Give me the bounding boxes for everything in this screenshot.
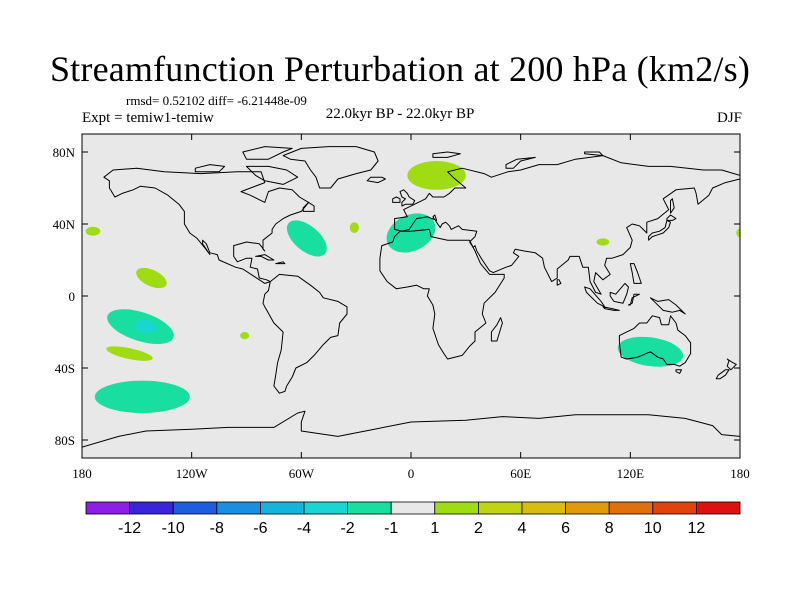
- colorbar-label: 4: [518, 520, 527, 537]
- y-tick-label: 40S: [55, 361, 75, 376]
- y-tick-label: 80S: [55, 433, 75, 448]
- coast-uk: [399, 189, 416, 207]
- coast-ireland: [392, 196, 401, 203]
- colorbar-label: 8: [605, 520, 614, 537]
- anomaly-central-pacific-positive: [136, 267, 167, 289]
- x-tick-label: 120E: [617, 466, 645, 481]
- anomaly-dateline-positive: [736, 228, 740, 238]
- coast-sri-lanka: [556, 279, 562, 286]
- y-tick-label: 80N: [53, 145, 76, 160]
- anomaly-west-pacific-positive: [85, 226, 101, 236]
- colorbar-swatch: [696, 501, 741, 515]
- coast-tasmania: [675, 369, 682, 374]
- coast-australia: [618, 315, 692, 367]
- coast-borneo: [609, 282, 629, 304]
- axis-ticks: 180 120W 60W 0 60E 120E 180 80N 40N 0 40S 80S: [53, 134, 750, 481]
- colorbar-swatch: [129, 501, 174, 515]
- colorbar-swatch: [172, 501, 218, 515]
- x-tick-label: 180: [72, 466, 92, 481]
- colorbar-label: -6: [253, 520, 267, 537]
- coast-ellesmere: [242, 146, 293, 160]
- coast-japan: [648, 219, 671, 241]
- anomaly-southern-ocean-negative: [94, 380, 190, 413]
- coast-antarctica: [82, 410, 740, 448]
- coast-novaya-zemlya: [505, 156, 536, 169]
- colorbar: -12 -10 -8 -6 -4 -2 -1 1 2 4 6 8 10 12: [85, 501, 741, 537]
- colorbar-label: -8: [210, 520, 224, 537]
- coast-baffin: [246, 165, 299, 185]
- colorbar-label: 1: [430, 520, 439, 537]
- colorbar-swatch: [347, 501, 392, 515]
- colorbar-swatch: [390, 501, 436, 515]
- colorbar-label: -1: [384, 520, 398, 537]
- x-tick-label: 120W: [176, 466, 209, 481]
- anomaly-scandinavia-positive: [407, 161, 466, 190]
- colorbar-label: 6: [561, 520, 570, 537]
- colorbar-label: -10: [162, 520, 185, 537]
- colorbar-swatch: [652, 501, 697, 515]
- coast-philippines: [629, 263, 642, 284]
- x-tick-label: 0: [408, 466, 415, 481]
- anomaly-layer: [85, 161, 740, 413]
- coast-taimyr-islands: [584, 151, 604, 157]
- coast-new-zealand-south: [715, 369, 730, 380]
- x-tick-label: 60E: [510, 466, 531, 481]
- coastline-layer: [82, 146, 740, 448]
- colorbar-swatch: [85, 501, 130, 515]
- coast-iceland: [366, 176, 386, 184]
- colorbar-swatch: [216, 501, 261, 515]
- coast-sulawesi: [628, 293, 640, 306]
- coast-java: [602, 306, 620, 311]
- colorbar-label: 12: [688, 520, 706, 537]
- colorbar-label: -4: [297, 520, 311, 537]
- season-label: DJF: [716, 110, 742, 126]
- colorbar-label: 2: [474, 520, 483, 537]
- colorbar-swatch: [608, 501, 654, 515]
- map-background: [82, 134, 740, 458]
- experiment-label: Expt = temiw1-temiw: [82, 110, 214, 126]
- y-tick-label: 0: [69, 289, 76, 304]
- colorbar-swatch: [565, 501, 610, 515]
- colorbar-label: -2: [340, 520, 354, 537]
- anomaly-south-pacific-band-positive: [106, 346, 153, 361]
- colorbar-swatch: [521, 501, 566, 515]
- colorbar-swatch: [303, 501, 348, 515]
- colorbar-label: 10: [644, 520, 662, 537]
- anomaly-south-pacific-core: [135, 320, 157, 334]
- anomaly-north-africa-negative: [386, 213, 436, 253]
- y-tick-label: 40N: [53, 217, 76, 232]
- chart-title: Streamfunction Perturbation at 200 hPa (…: [49, 49, 751, 89]
- anomaly-china-positive: [596, 238, 610, 246]
- coast-victoria-island: [194, 164, 226, 173]
- colorbar-label: -12: [118, 520, 141, 537]
- rmsd-stats: rmsd= 0.52102 diff= -6.21448e-09: [126, 93, 307, 108]
- coast-newfoundland: [302, 201, 315, 212]
- coast-madagascar: [490, 317, 503, 342]
- period-label: 22.0kyr BP - 22.0kyr BP: [325, 106, 475, 122]
- colorbar-swatch: [259, 501, 305, 515]
- coast-eurasia: [394, 155, 740, 295]
- coast-new-guinea: [649, 297, 686, 315]
- coast-svalbard: [432, 151, 461, 158]
- coast-cuba: [255, 254, 275, 261]
- anomaly-north-atlantic-negative: [286, 220, 327, 257]
- coast-africa: [379, 228, 505, 360]
- coast-south-america: [262, 273, 348, 394]
- anomaly-mid-atlantic-positive: [349, 222, 359, 234]
- anomaly-east-pacific-positive: [240, 332, 250, 340]
- x-tick-label: 180: [730, 466, 750, 481]
- coast-hispaniola: [275, 261, 286, 265]
- coast-hokkaido: [666, 214, 677, 221]
- coast-north-america: [103, 167, 310, 284]
- coast-greenland: [282, 146, 379, 189]
- coast-new-zealand-north: [726, 358, 737, 371]
- colorbar-swatch: [434, 501, 479, 515]
- x-tick-label: 60W: [289, 466, 315, 481]
- coast-sakhalin: [670, 198, 675, 214]
- colorbar-swatch: [477, 501, 523, 515]
